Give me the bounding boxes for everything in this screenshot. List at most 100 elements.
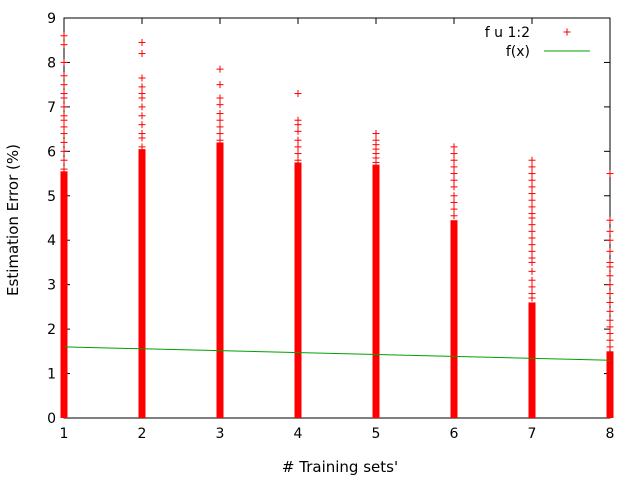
- dense-point-cluster: [528, 302, 536, 418]
- x-tick-label: 1: [60, 426, 69, 442]
- data-point: [138, 112, 146, 120]
- y-tick-label: 8: [47, 55, 56, 71]
- y-tick-label: 7: [47, 100, 56, 116]
- data-point: [138, 90, 146, 98]
- data-point: [450, 150, 458, 158]
- dense-point-cluster: [60, 171, 68, 418]
- data-point: [294, 136, 302, 144]
- data-point: [450, 163, 458, 171]
- data-point: [294, 143, 302, 151]
- x-tick-label: 5: [372, 426, 381, 442]
- data-point: [528, 156, 536, 164]
- data-point: [60, 41, 68, 49]
- data-point: [60, 130, 68, 138]
- data-point: [606, 323, 614, 331]
- data-point: [294, 116, 302, 124]
- data-point: [138, 74, 146, 82]
- data-point: [606, 330, 614, 338]
- data-point: [528, 190, 536, 198]
- y-axis-ticks: 0 1 2 3 4 5 6 7 8 9: [47, 11, 610, 427]
- data-point: [528, 163, 536, 171]
- data-point: [60, 58, 68, 66]
- data-point: [528, 221, 536, 229]
- data-point: [216, 65, 224, 73]
- data-point: [528, 247, 536, 255]
- y-tick-label: 3: [47, 278, 56, 294]
- dense-point-cluster: [372, 164, 380, 418]
- data-point: [606, 298, 614, 306]
- data-point: [528, 254, 536, 262]
- legend-label-scatter: f u 1:2: [485, 25, 530, 41]
- data-point: [528, 203, 536, 211]
- dense-point-cluster: [606, 351, 614, 418]
- x-tick-label: 3: [216, 426, 225, 442]
- data-point: [60, 81, 68, 89]
- data-point: [528, 283, 536, 291]
- x-tick-label: 8: [606, 426, 615, 442]
- dense-point-cluster: [138, 149, 146, 418]
- data-point: [450, 156, 458, 164]
- data-point: [60, 32, 68, 40]
- data-point: [528, 267, 536, 275]
- data-point: [450, 205, 458, 213]
- data-point: [216, 123, 224, 131]
- data-point: [606, 227, 614, 235]
- data-point: [216, 94, 224, 102]
- data-point: [450, 170, 458, 178]
- data-point: [138, 121, 146, 129]
- data-point: [450, 183, 458, 191]
- x-tick-label: 6: [450, 426, 459, 442]
- data-point: [60, 147, 68, 155]
- data-point: [60, 138, 68, 146]
- data-point: [216, 136, 224, 144]
- data-point: [60, 72, 68, 80]
- data-point: [606, 272, 614, 280]
- data-point: [294, 150, 302, 158]
- data-point: [60, 103, 68, 111]
- data-point: [606, 307, 614, 315]
- data-point: [606, 290, 614, 298]
- scatter-series: [60, 32, 614, 418]
- data-point: [60, 123, 68, 131]
- data-point: [606, 216, 614, 224]
- x-axis-label: # Training sets': [282, 458, 398, 476]
- data-point: [216, 81, 224, 89]
- data-point: [138, 38, 146, 46]
- y-tick-label: 0: [47, 411, 56, 427]
- x-tick-label: 7: [528, 426, 537, 442]
- data-point: [60, 112, 68, 120]
- data-point: [60, 90, 68, 98]
- data-point: [450, 212, 458, 220]
- data-point: [450, 192, 458, 200]
- fit-line: [63, 346, 611, 361]
- data-point: [606, 336, 614, 344]
- data-point: [606, 170, 614, 178]
- data-point: [528, 183, 536, 191]
- data-point: [606, 247, 614, 255]
- data-point: [294, 127, 302, 135]
- data-point: [138, 130, 146, 138]
- dense-point-cluster: [450, 220, 458, 418]
- data-point: [450, 198, 458, 206]
- y-axis-label: Estimation Error (%): [4, 144, 22, 296]
- data-point: [528, 210, 536, 218]
- data-point: [372, 130, 380, 138]
- x-tick-label: 2: [138, 426, 147, 442]
- dense-point-cluster: [216, 142, 224, 418]
- data-point: [528, 227, 536, 235]
- data-point: [450, 176, 458, 184]
- y-tick-label: 1: [47, 367, 56, 383]
- y-tick-label: 5: [47, 189, 56, 205]
- data-point: [528, 196, 536, 204]
- data-point: [606, 343, 614, 351]
- x-tick-label: 4: [294, 426, 303, 442]
- data-point: [216, 110, 224, 118]
- data-point: [138, 103, 146, 111]
- data-point: [528, 176, 536, 184]
- data-point: [450, 143, 458, 151]
- data-point: [216, 130, 224, 138]
- legend-label-line: f(x): [506, 44, 530, 60]
- y-tick-label: 9: [47, 11, 56, 27]
- legend-marker-plus: [563, 28, 571, 36]
